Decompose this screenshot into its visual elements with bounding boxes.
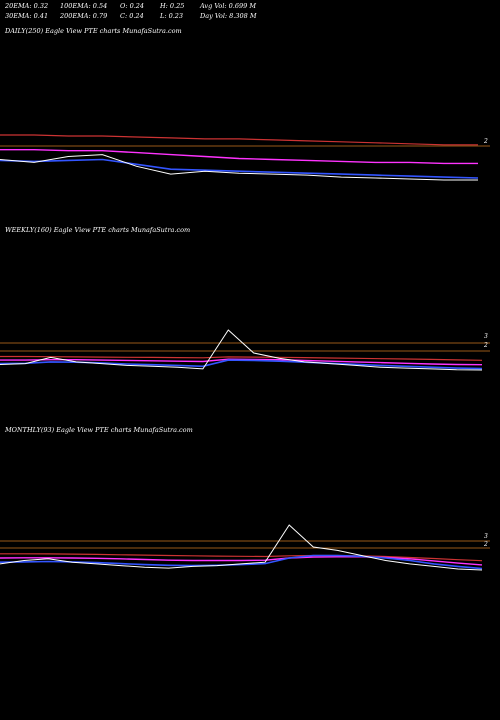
series-line-ema-short	[0, 158, 479, 179]
daily-chart-title: DAILY(250) Eagle View PTE charts MunafaS…	[5, 27, 182, 35]
chart-panel-0: 2	[0, 134, 490, 181]
series-line-ema-short	[0, 554, 483, 570]
low-readout: L: 0.23	[160, 12, 184, 20]
level-label: 2	[483, 138, 488, 145]
level-label: 3	[484, 533, 488, 540]
chart-panel-1: 32	[0, 329, 490, 371]
series-line-price	[0, 329, 483, 371]
high-readout: H: 0.25	[160, 2, 185, 10]
avg-vol-readout: Avg Vol: 0.699 M	[200, 2, 257, 10]
open-readout: O: 0.24	[120, 2, 145, 10]
level-label: 3	[484, 333, 488, 340]
level-label: 2	[483, 342, 488, 349]
ema200-readout: 200EMA: 0.79	[60, 12, 108, 20]
series-line-ema-mid	[0, 358, 483, 366]
ema100-readout: 100EMA: 0.54	[60, 2, 108, 10]
series-line-price	[0, 154, 478, 181]
series-line-price	[0, 524, 483, 571]
chart-panel-2: 32	[0, 524, 490, 571]
ema20-readout: 20EMA: 0.32	[5, 2, 49, 10]
level-label: 2	[483, 541, 488, 548]
series-line-ema-long	[0, 355, 483, 361]
ema30-readout: 30EMA: 0.41	[5, 12, 49, 20]
series-line-ema-long	[0, 553, 483, 562]
day-vol-readout: Day Vol: 8.308 M	[200, 12, 257, 20]
monthly-chart-title: MONTHLY(93) Eagle View PTE charts Munafa…	[5, 426, 193, 434]
series-line-ema-mid	[0, 556, 483, 566]
series-line-ema-mid	[0, 148, 478, 165]
series-line-ema-long	[0, 134, 478, 146]
weekly-chart-title: WEEKLY(160) Eagle View PTE charts Munafa…	[5, 226, 191, 234]
close-readout: C: 0.24	[120, 12, 144, 20]
